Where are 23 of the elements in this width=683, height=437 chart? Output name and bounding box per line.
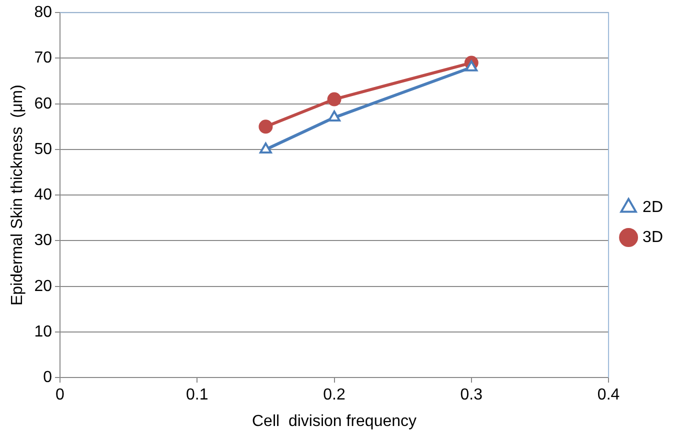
point <box>465 60 478 72</box>
point <box>258 120 273 134</box>
point <box>328 110 340 122</box>
x-tick-label: 0.1 <box>186 386 208 404</box>
legend-label: 3D <box>642 228 663 246</box>
point <box>260 142 272 154</box>
y-tick-label: 70 <box>34 50 52 67</box>
x-tick-label: 0.2 <box>323 386 346 404</box>
legend-label: 2D <box>642 198 663 216</box>
point <box>327 92 342 106</box>
y-tick-label: 80 <box>34 4 52 22</box>
x-axis-title: Cell division frequency <box>252 412 417 430</box>
x-tick-label: 0.3 <box>460 386 483 404</box>
x-tick-label: 0.4 <box>597 386 620 404</box>
y-tick-label: 30 <box>34 232 52 250</box>
y-tick-label: 40 <box>34 186 52 204</box>
y-tick-label: 20 <box>34 278 52 295</box>
y-tick-label: 50 <box>34 140 52 158</box>
y-tick-label: 0 <box>43 369 52 386</box>
y-tick-label: 10 <box>34 323 52 340</box>
x-tick-label: 0 <box>56 386 65 404</box>
y-axis-title: Epidermal Skin thickness (μm) <box>9 84 26 306</box>
y-tick-label: 60 <box>34 95 52 112</box>
